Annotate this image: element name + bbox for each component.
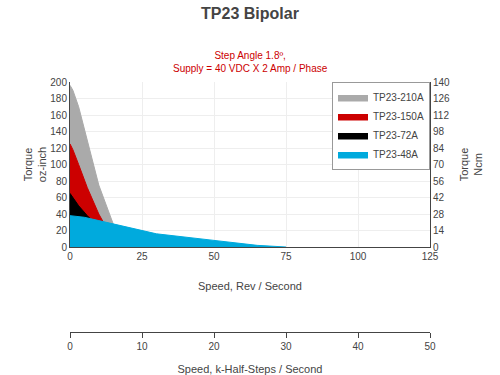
svg-text:TP23-72A: TP23-72A [373, 130, 418, 141]
svg-text:TP23-150A: TP23-150A [373, 111, 424, 122]
svg-text:120: 120 [50, 143, 67, 154]
svg-text:0: 0 [67, 251, 73, 262]
svg-text:125: 125 [422, 251, 439, 262]
svg-text:28: 28 [433, 209, 445, 220]
svg-text:TP23-210A: TP23-210A [373, 92, 424, 103]
svg-text:200: 200 [50, 77, 67, 88]
svg-text:100: 100 [350, 251, 367, 262]
svg-text:TorqueNcm: TorqueNcm [458, 148, 484, 182]
svg-text:0: 0 [67, 341, 73, 352]
svg-text:140: 140 [50, 126, 67, 137]
svg-text:Torqueoz-inch: Torqueoz-inch [22, 147, 48, 182]
svg-text:100: 100 [50, 159, 67, 170]
svg-text:126: 126 [433, 93, 450, 104]
svg-text:112: 112 [433, 110, 449, 121]
svg-text:20: 20 [56, 225, 68, 236]
svg-text:40: 40 [56, 209, 68, 220]
svg-text:84: 84 [433, 143, 445, 154]
svg-text:20: 20 [208, 341, 220, 352]
svg-text:140: 140 [433, 77, 450, 88]
svg-text:40: 40 [352, 341, 364, 352]
svg-text:75: 75 [280, 251, 292, 262]
svg-text:14: 14 [433, 225, 445, 236]
svg-text:30: 30 [280, 341, 292, 352]
svg-text:42: 42 [433, 192, 445, 203]
svg-text:98: 98 [433, 126, 445, 137]
svg-text:160: 160 [50, 110, 67, 121]
svg-text:TP23-48A: TP23-48A [373, 149, 418, 160]
svg-text:50: 50 [208, 251, 220, 262]
svg-text:Speed, Rev / Second: Speed, Rev / Second [198, 280, 302, 292]
svg-text:70: 70 [433, 159, 445, 170]
svg-text:Step Angle 1.8º,Supply = 40 VD: Step Angle 1.8º,Supply = 40 VDC X 2 Amp … [173, 50, 328, 74]
svg-text:80: 80 [56, 176, 68, 187]
svg-text:60: 60 [56, 192, 68, 203]
svg-text:25: 25 [136, 251, 148, 262]
svg-text:Speed, k-Half-Steps / Second: Speed, k-Half-Steps / Second [178, 363, 323, 375]
svg-text:56: 56 [433, 176, 445, 187]
svg-text:180: 180 [50, 93, 67, 104]
svg-text:10: 10 [136, 341, 148, 352]
svg-text:0: 0 [433, 242, 439, 253]
svg-text:50: 50 [424, 341, 436, 352]
svg-text:TP23 Bipolar: TP23 Bipolar [201, 5, 299, 22]
svg-text:0: 0 [61, 242, 67, 253]
